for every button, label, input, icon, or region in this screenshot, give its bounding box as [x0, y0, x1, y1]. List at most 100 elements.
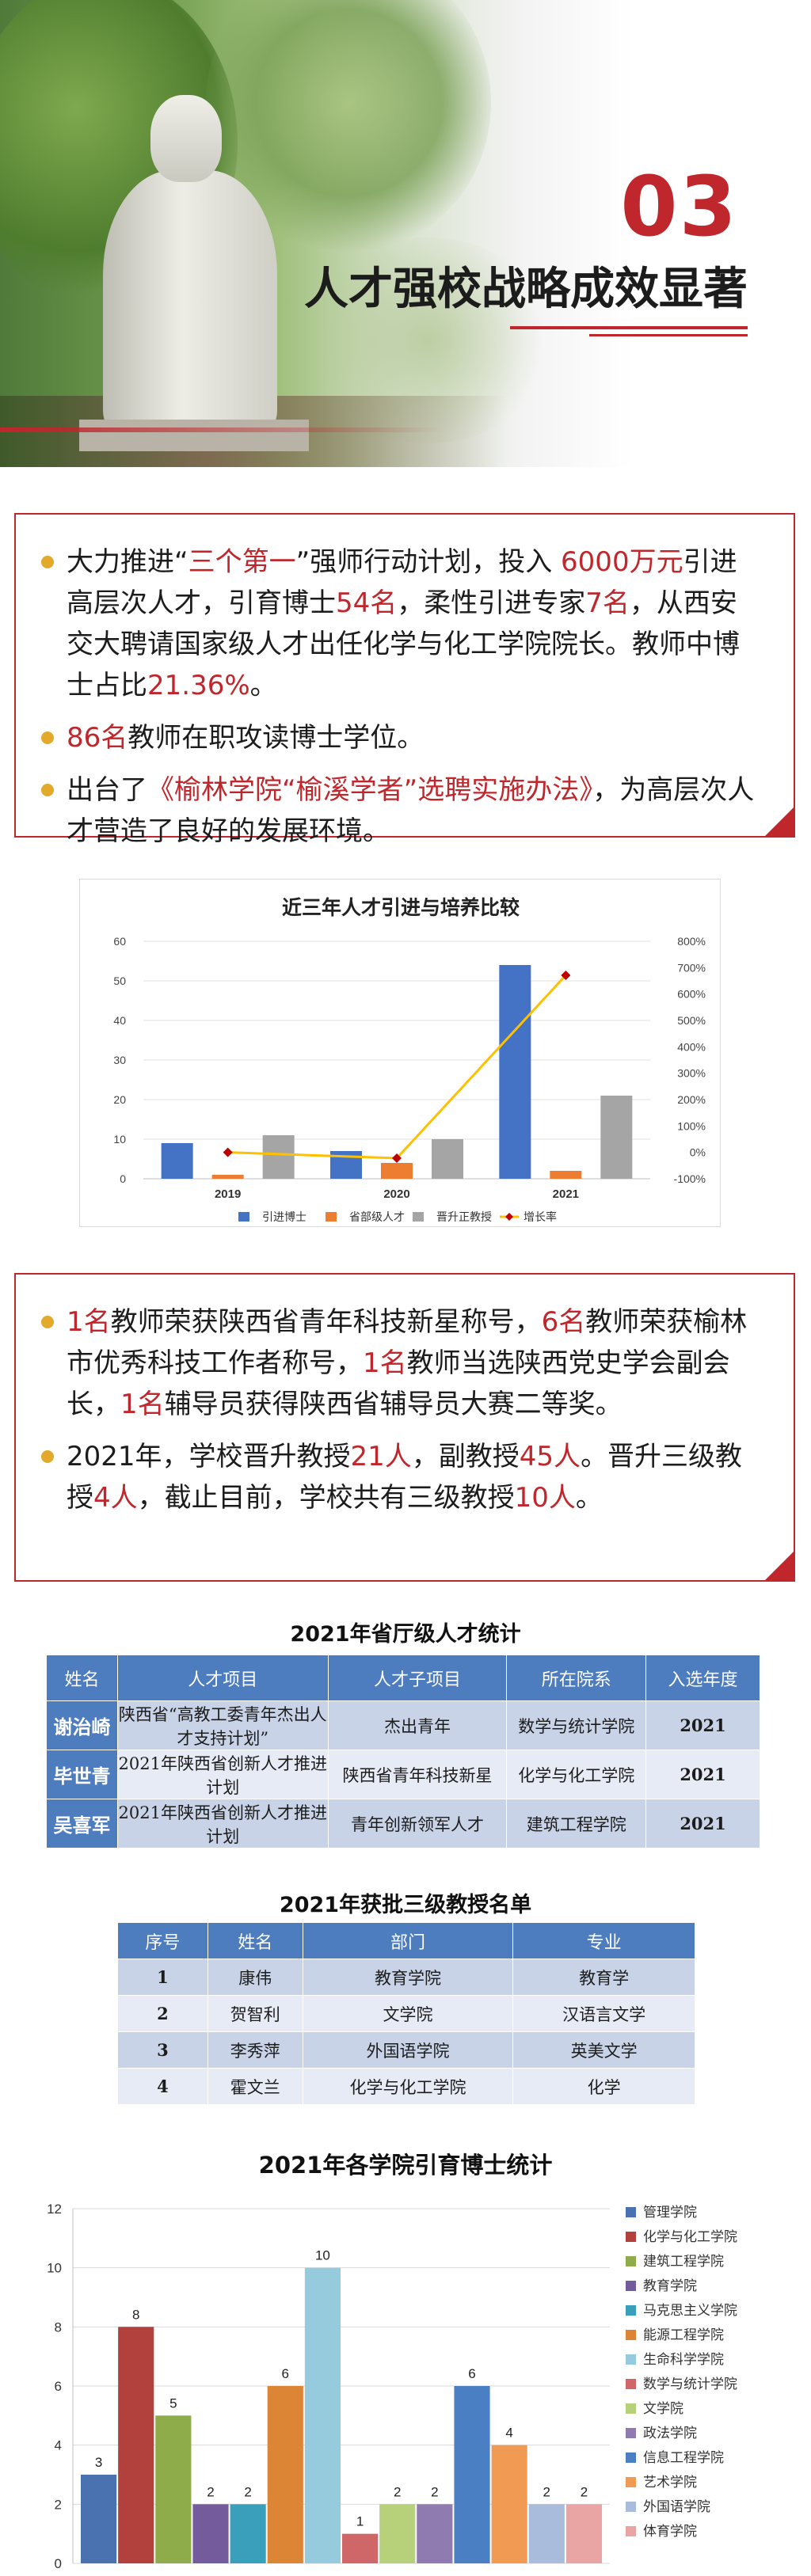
bar-化学与化工学院 [118, 2327, 154, 2563]
bar-外国语学院 [528, 2504, 565, 2563]
body-text: 出台了 [67, 774, 147, 806]
talent-comparison-chart-svg: 近三年人才引进与培养比较 0 10 20 30 40 50 60 -100% 0% 100% 200%… [113, 896, 706, 1223]
bullet-item: 出台了《榆林学院“榆溪学者”选聘实施办法》，为高层次人才营造了良好的发展环境。 [41, 769, 763, 852]
data-label: 6 [468, 2366, 475, 2381]
column-header: 人才子项目 [327, 1655, 508, 1701]
body-text: 。晋升三级教授 [67, 1441, 743, 1514]
table-title-provincial-talent: 2021年省厅级人才统计 [290, 1622, 521, 1647]
table-row: 2 贺智利 文学院 汉语言文学 [117, 1995, 695, 2032]
table-row: 吴喜军 2021年陕西省创新人才推进计划 青年创新领军人才 建筑工程学院 2021 [46, 1799, 760, 1848]
data-label: 5 [169, 2396, 177, 2411]
bar-信息工程学院 [454, 2386, 490, 2563]
y-tick-label: 10 [113, 1133, 126, 1146]
bar-晋升正教授 [432, 1139, 463, 1179]
section-number: 03 [620, 158, 738, 255]
table-cell: 汉语言文学 [512, 1995, 695, 2032]
y2-tick-label: 200% [677, 1093, 706, 1106]
table-cell: 2021 [645, 1750, 760, 1799]
legend-swatch [626, 2281, 636, 2291]
data-label: 2 [581, 2484, 588, 2499]
legend-label: 体育学院 [643, 2524, 697, 2539]
legend-marker [505, 1213, 513, 1221]
body-text: 教师荣获榆林市优秀科技工作者称号， [67, 1306, 748, 1379]
bar-政法学院 [417, 2504, 453, 2563]
table-cell: 英美文学 [512, 2031, 695, 2069]
table-cell: 杰出青年 [327, 1700, 508, 1750]
third-level-professor-table: 序号 姓名 部门 专业 1 康伟 教育学院 教育学 2 贺智利 文学院 汉语言文学 3 李秀萍 外国语学院… [117, 1922, 695, 2105]
data-label: 3 [95, 2455, 102, 2470]
bullet-text: 2021年，学校晋升教授21人，副教授45人。晋升三级教授4人，截止目前，学校共… [67, 1436, 763, 1518]
body-text: 教师荣获陕西省青年科技新星称号， [110, 1306, 542, 1338]
legend-label: 教育学院 [643, 2278, 697, 2293]
bullet-dot-icon [41, 1316, 54, 1328]
table-title-third-level-professors: 2021年获批三级教授名单 [279, 1893, 532, 1917]
corner-decoration [763, 1550, 795, 1582]
legend-swatch [326, 1212, 337, 1222]
title-underline [510, 326, 748, 329]
table-cell: 化学 [512, 2068, 695, 2105]
body-text: ，为高层次人才营造了良好的发展环境。 [67, 774, 755, 847]
legend-swatch [626, 2477, 636, 2487]
bar-管理学院 [81, 2475, 117, 2563]
bullet-text: 出台了《榆林学院“榆溪学者”选聘实施办法》，为高层次人才营造了良好的发展环境。 [67, 769, 763, 852]
table-cell: 2021 [645, 1799, 760, 1848]
column-header: 序号 [117, 1922, 208, 1959]
y-tick-label: 4 [55, 2438, 62, 2453]
bullet-item: 2021年，学校晋升教授21人，副教授45人。晋升三级教授4人，截止目前，学校共… [41, 1436, 763, 1518]
table-row: 谢治崎 陕西省“高教工委青年杰出人才支持计划” 杰出青年 数学与统计学院 2021 [46, 1700, 760, 1750]
bar-能源工程学院 [267, 2386, 303, 2563]
table-row: 4 霍文兰 化学与化工学院 化学 [117, 2068, 695, 2105]
table-cell: 4 [117, 2068, 208, 2105]
legend-swatch [626, 2232, 636, 2242]
section-title: 人才强校战略成效显著 [304, 264, 748, 315]
bar-生命科学学院 [304, 2267, 341, 2563]
x-tick-label: 2021 [553, 1187, 579, 1201]
table-cell: 数学与统计学院 [506, 1700, 647, 1750]
highlight-text: 6名 [541, 1306, 586, 1338]
data-label: 2 [431, 2484, 438, 2499]
bar-数学与统计学院 [342, 2533, 379, 2563]
legend-swatch [626, 2403, 636, 2414]
table-cell: 谢治崎 [46, 1700, 118, 1750]
table-cell: 2021年陕西省创新人才推进计划 [116, 1750, 329, 1799]
y2-tick-label: 700% [677, 961, 706, 974]
legend-label: 增长率 [524, 1210, 557, 1223]
table-cell: 外国语学院 [302, 2031, 514, 2069]
corner-decoration [763, 806, 795, 838]
college-doctor-chart-title: 2021年各学院引育博士统计 [258, 2152, 553, 2179]
legend-label: 马克思主义学院 [643, 2303, 737, 2318]
table-cell: 教育学 [512, 1959, 695, 1996]
y-tick-label: 20 [113, 1093, 126, 1106]
y2-tick-label: 300% [677, 1067, 706, 1080]
table-cell: 2 [117, 1995, 208, 2032]
table-header-row: 姓名 人才项目 人才子项目 所在院系 入选年度 [46, 1655, 760, 1701]
column-header: 部门 [302, 1922, 514, 1959]
hero-banner: 03 人才强校战略成效显著 [0, 0, 811, 467]
highlight-text: 三个第一 [188, 546, 296, 578]
table-cell: 霍文兰 [207, 2068, 303, 2105]
legend-swatch [626, 2256, 636, 2266]
data-label: 8 [132, 2307, 139, 2322]
bullet-dot-icon [41, 556, 54, 568]
y2-tick-label: 800% [677, 935, 706, 948]
bar-艺术学院 [491, 2445, 527, 2563]
highlight-text: 4人 [93, 1482, 138, 1514]
data-label: 4 [505, 2426, 512, 2441]
highlight-text: 6000万元 [561, 546, 683, 578]
bar-晋升正教授 [600, 1096, 633, 1179]
y2-tick-label: 500% [677, 1014, 706, 1027]
table-cell: 李秀萍 [207, 2031, 303, 2069]
body-text: 。 [249, 670, 277, 701]
table-cell: 康伟 [207, 1959, 303, 1996]
bullet-text: 1名教师荣获陕西省青年科技新星称号，6名教师荣获榆林市优秀科技工作者称号，1名教… [67, 1301, 763, 1425]
y2-tick-label: 600% [677, 988, 706, 1001]
table-row: 1 康伟 教育学院 教育学 [117, 1959, 695, 1996]
legend-swatch [626, 2379, 636, 2389]
bullet-item: 大力推进“三个第一”强师行动计划，投入 6000万元引进高层次人才，引育博士54… [41, 541, 763, 706]
x-tick-label: 2019 [215, 1187, 241, 1201]
data-label: 10 [315, 2248, 330, 2263]
data-label: 6 [282, 2366, 289, 2381]
table-cell: 化学与化工学院 [302, 2068, 514, 2105]
legend-label: 建筑工程学院 [643, 2254, 724, 2269]
